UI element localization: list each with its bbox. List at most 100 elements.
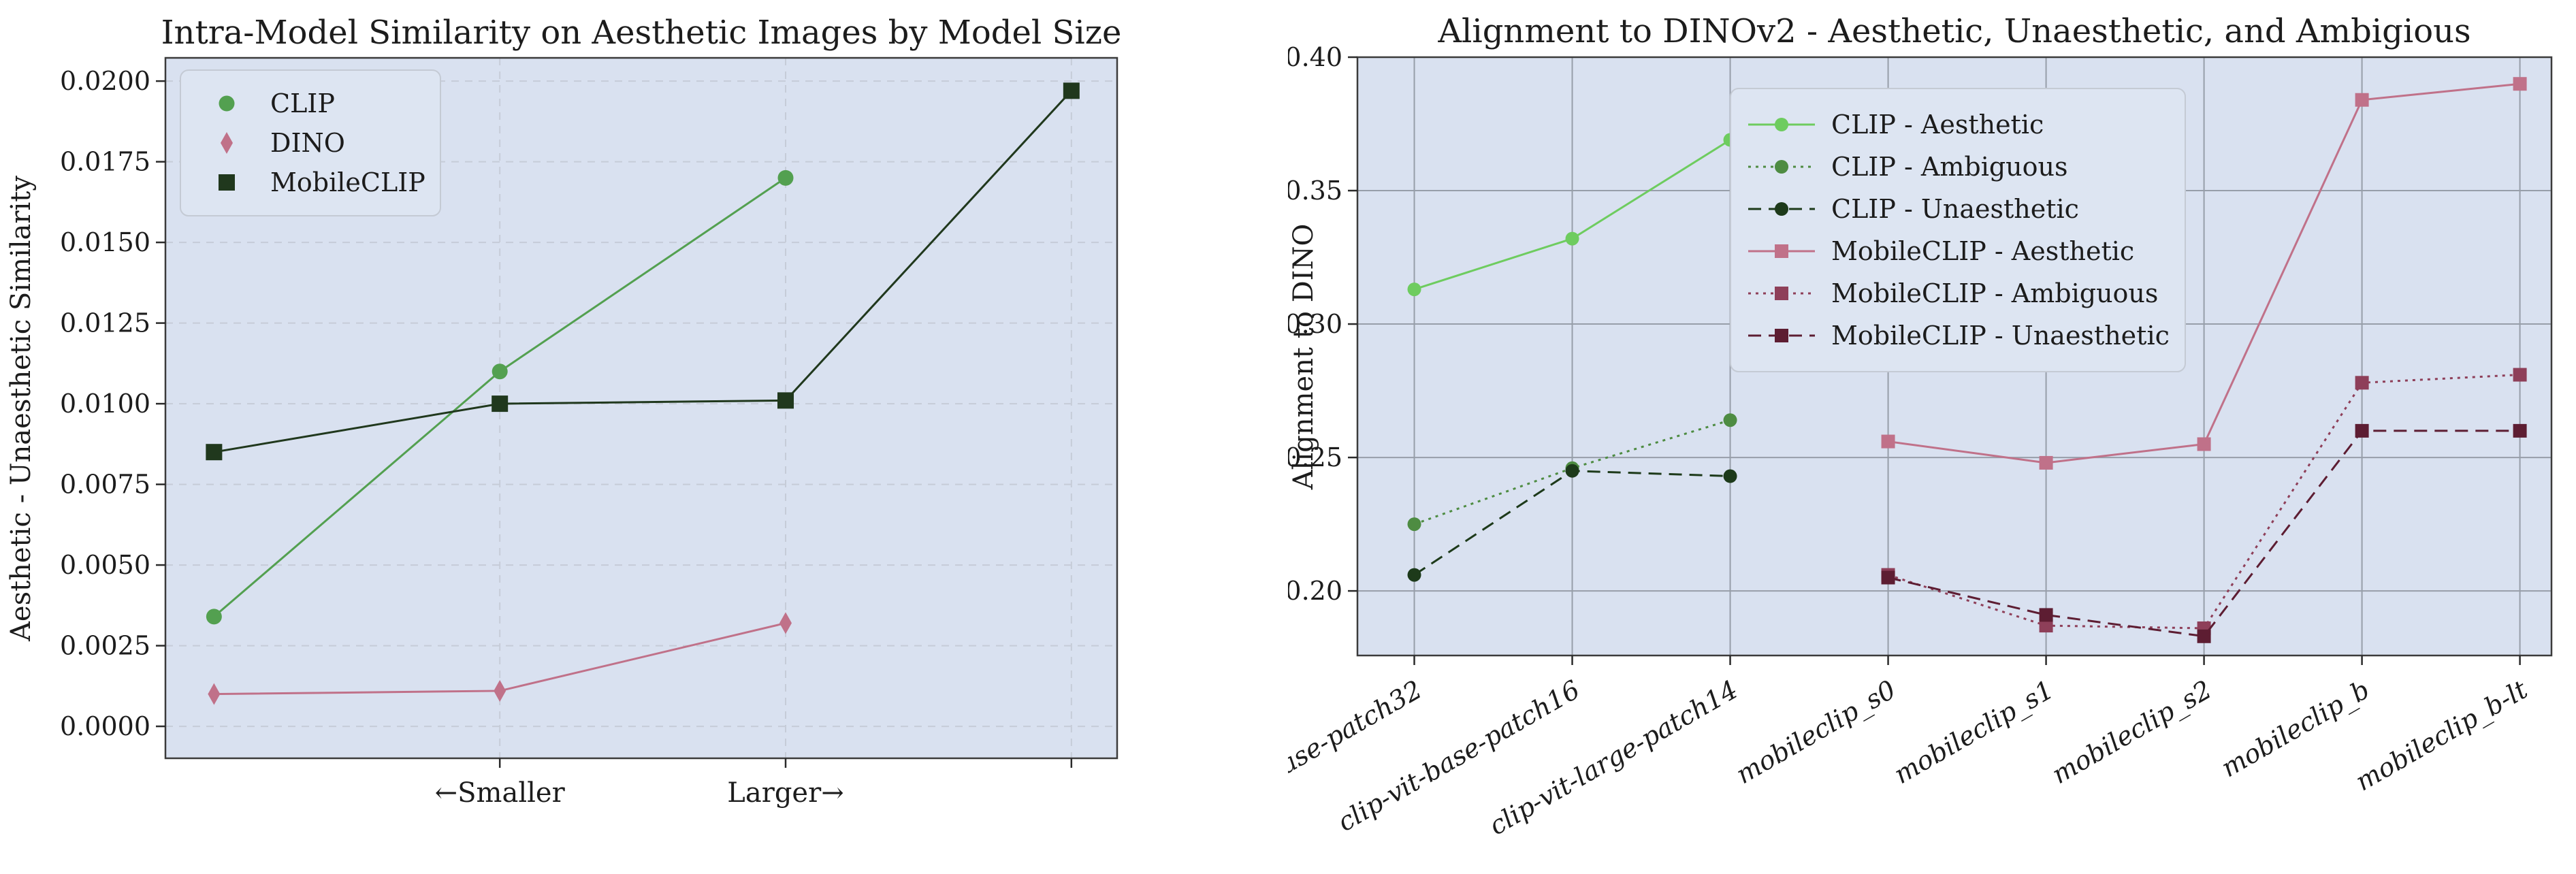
legend-label: CLIP - Unaesthetic [1831,194,2079,224]
data-point-marker [2039,455,2053,470]
data-point-marker [1565,464,1579,478]
x-tick-label: mobileclip_s0 [1731,675,1901,790]
plot-border [164,56,1118,760]
left-chart-title: Intra-Model Similarity on Aesthetic Imag… [161,14,1122,52]
legend-label: MobileCLIP - Unaesthetic [1831,321,2170,351]
y-axis: 0.0000 0.0025 0.0050 0.0075 0.0100 0.0125 0.01… [60,66,165,741]
legend-label: CLIP - Ambiguous [1831,152,2068,182]
x-tick-label: mobileclip_b-lt [2351,674,2534,797]
legend-label: MobileCLIP [270,167,425,197]
plot-layer-left: 0.0000 0.0025 0.0050 0.0075 0.0100 0.0125 0.01… [60,56,1118,809]
legend-box [180,69,441,216]
left-y-axis-label: Aesthetic - Unaesthetic Similarity [5,176,37,642]
series-mobileclip-unaesthetic [1881,423,2527,643]
legend-marker [1775,287,1788,300]
x-tick-label: mobileclip_s1 [1889,675,2059,790]
data-point-marker [1407,282,1421,297]
legend-marker [1775,202,1788,216]
data-point-marker [779,612,792,634]
data-point-marker [1063,82,1080,99]
plot-layer-right: 0.20 0.25 0.30 0.35 0.40 clip-vit-base-patch3… [1288,42,2553,841]
y-tick-label: 0.0175 [60,147,150,177]
legend-marker [219,174,235,191]
legend-item: CLIP - Ambiguous [1748,152,2068,182]
y-tick-label: 0.0125 [60,308,150,338]
legend: CLIP DINO MobileCLIP [180,69,441,216]
data-point-marker [1881,570,1895,585]
data-point-marker [2197,437,2211,451]
legend-marker [1775,329,1788,342]
data-point-marker [1407,568,1421,582]
intra-model-similarity-chart: 0.0000 0.0025 0.0050 0.0075 0.0100 0.0125 0.01… [5,14,1122,809]
legend-label: CLIP - Aesthetic [1831,110,2044,140]
data-point-marker [1407,517,1421,532]
legend-item: DINO [221,128,345,158]
data-point-marker [1881,434,1895,449]
x-tick-label: mobileclip_b [2216,675,2374,784]
legend-label: DINO [270,128,345,158]
series-dino [208,612,792,705]
series-mobileclip-aesthetic [1881,77,2527,470]
right-y-axis-label: Alignment to DINO [1288,224,1319,491]
series-line [1414,419,1730,525]
data-point-marker [2513,368,2527,382]
legend-item: MobileCLIP - Ambiguous [1748,278,2158,308]
y-tick-label: 0.0150 [60,227,150,257]
legend-item: MobileCLIP [219,167,425,197]
y-axis: 0.20 0.25 0.30 0.35 0.40 [1288,42,1357,606]
y-tick-label: 0.25 [1288,442,1342,472]
x-tick-label: ←Smaller [435,777,566,809]
y-tick-label: 0.40 [1288,42,1342,72]
y-tick-label: 0.0000 [60,711,150,741]
legend-label: CLIP [270,88,335,118]
series-clip-unaesthetic [1407,464,1737,582]
series-line [1888,430,2520,638]
y-tick-label: 0.35 [1288,176,1342,206]
y-tick-label: 0.0075 [60,470,150,500]
series-mobileclip [206,82,1080,461]
legend-label: MobileCLIP - Ambiguous [1831,278,2158,308]
y-tick-label: 0.0050 [60,550,150,580]
legend-item: MobileCLIP - Aesthetic [1748,236,2134,266]
x-tick-label: mobileclip_s2 [2047,675,2217,790]
legend-marker [1775,118,1788,131]
data-point-marker [2197,629,2211,643]
x-tick-label: clip-vit-large-patch14 [1484,675,1743,841]
data-point-marker [2355,423,2369,438]
data-point-marker [206,444,223,461]
legend-marker [219,95,235,112]
data-point-marker [2513,77,2527,91]
data-point-marker [208,683,221,705]
y-tick-label: 0.30 [1288,309,1342,339]
legend-marker [1775,160,1788,174]
data-point-marker [777,169,794,186]
data-point-marker [492,363,508,380]
data-point-marker [494,679,506,702]
plot-border [1356,56,2553,657]
data-point-marker [1565,231,1579,246]
data-point-marker [777,392,794,409]
legend-marker [1775,244,1788,258]
data-point-marker [2039,608,2053,622]
dino-alignment-chart: 0.20 0.25 0.30 0.35 0.40 clip-vit-base-patch3… [1288,12,2553,841]
y-tick-label: 0.0025 [60,631,150,661]
data-point-marker [2355,93,2369,107]
series-clip [206,169,794,625]
series-line [214,90,1072,453]
x-axis: ←Smaller Larger→ [435,758,1073,809]
y-tick-label: 0.0200 [60,66,150,96]
legend-item: MobileCLIP - Unaesthetic [1748,321,2170,351]
y-tick-label: 0.20 [1288,576,1342,606]
x-axis: clip-vit-base-patch32clip-vit-base-patch… [1288,656,2533,841]
data-point-marker [2513,423,2527,438]
gridlines [165,58,1117,758]
data-point-marker [492,395,509,412]
data-point-marker [1723,413,1737,427]
data-point-marker [2039,619,2053,633]
legend: CLIP - Aesthetic CLIP - Ambiguous CLIP - U… [1730,88,2186,372]
legend-item: CLIP - Unaesthetic [1748,194,2079,224]
legend-box [1730,88,2186,372]
data-point-marker [206,609,222,625]
legend-item: CLIP - Aesthetic [1748,110,2044,140]
